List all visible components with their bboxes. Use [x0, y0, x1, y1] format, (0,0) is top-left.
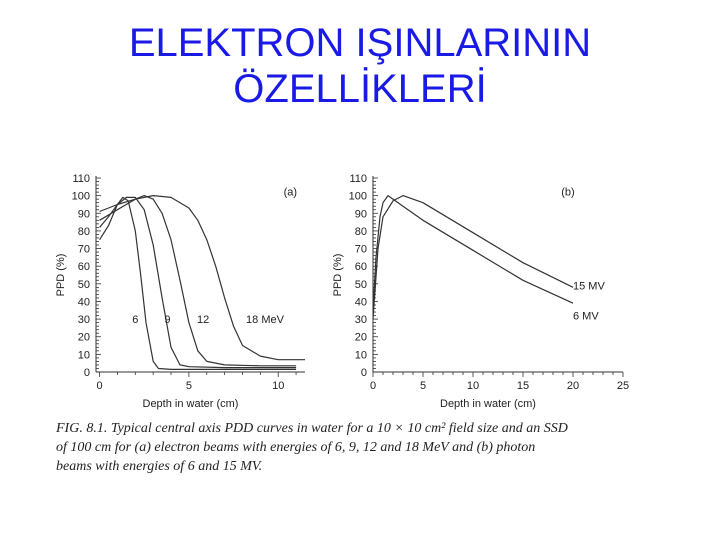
y-tick-label: 0: [361, 367, 367, 379]
chart-panel-b: 0 10 20 30 40 50 60 70 80 90 100 110 0 5 10 15 20 25 Depth…: [332, 173, 629, 410]
x-tick-label: 10: [467, 380, 479, 392]
series-label: 15 MV: [573, 281, 605, 293]
y-tick-label: 40: [355, 296, 367, 308]
y-tick-label: 40: [78, 296, 90, 308]
x-tick-label: 0: [370, 380, 376, 392]
x-tick-label: 5: [186, 380, 192, 392]
caption-line-3: beams with energies of 6 and 15 MV.: [56, 459, 263, 474]
y-tick-label: 10: [355, 349, 367, 361]
panel-label: (a): [284, 187, 297, 199]
y-tick-label: 100: [349, 191, 367, 203]
slide-title-line-1: ELEKTRON IŞINLARININ: [128, 21, 592, 65]
x-axis-label: Depth in water (cm): [440, 398, 536, 410]
x-tick-label: 25: [617, 380, 629, 392]
y-tick-label: 80: [78, 226, 90, 238]
y-tick-label: 70: [78, 244, 90, 256]
y-tick-label: 60: [78, 261, 90, 273]
chart-panel-a: 0 10 20 30 40 50 60 70 80 90 100 110 0 5 10 Depth in wa…: [55, 173, 305, 410]
caption-line-1: FIG. 8.1. Typical central axis PDD curve…: [56, 421, 568, 436]
y-tick-label: 10: [78, 349, 90, 361]
series-line: [372, 195, 574, 320]
figure-caption: FIG. 8.1. Typical central axis PDD curve…: [56, 419, 656, 476]
slide-title-line-2: ÖZELLİKLERİ: [233, 67, 487, 111]
series-line: [99, 195, 305, 361]
x-tick-label: 20: [567, 380, 579, 392]
y-tick-label: 20: [355, 332, 367, 344]
y-tick-label: 50: [78, 279, 90, 291]
series-label: 12: [197, 314, 209, 326]
x-tick-label: 15: [517, 380, 529, 392]
y-tick-label: 30: [78, 314, 90, 326]
x-tick-label: 10: [272, 380, 284, 392]
series-line: [99, 196, 297, 370]
y-tick-label: 80: [355, 226, 367, 238]
series-line: [372, 195, 574, 311]
y-tick-label: 30: [355, 314, 367, 326]
y-axis-label: PPD (%): [332, 254, 344, 297]
y-tick-label: 60: [355, 261, 367, 273]
series-label: 18 MeV: [246, 314, 285, 326]
y-tick-label: 90: [78, 208, 90, 220]
x-axis-label: Depth in water (cm): [143, 398, 239, 410]
panel-label: (b): [561, 187, 574, 199]
y-tick-label: 110: [72, 173, 90, 185]
caption-line-2: of 100 cm for (a) electron beams with en…: [56, 440, 536, 455]
series-label: 9: [164, 314, 170, 326]
series-label: 6 MV: [573, 311, 599, 323]
x-tick-label: 0: [97, 380, 103, 392]
y-tick-label: 0: [84, 367, 90, 379]
y-tick-label: 100: [72, 191, 90, 203]
slide-title: ELEKTRON IŞINLARININ ÖZELLİKLERİ: [0, 20, 720, 112]
y-tick-label: 70: [355, 244, 367, 256]
y-tick-label: 110: [349, 173, 367, 185]
y-tick-label: 90: [355, 208, 367, 220]
y-tick-label: 50: [355, 279, 367, 291]
series-label: 6: [132, 314, 138, 326]
y-axis-label: PPD (%): [55, 254, 67, 297]
x-tick-label: 5: [420, 380, 426, 392]
y-tick-label: 20: [78, 332, 90, 344]
series-line: [99, 196, 297, 369]
